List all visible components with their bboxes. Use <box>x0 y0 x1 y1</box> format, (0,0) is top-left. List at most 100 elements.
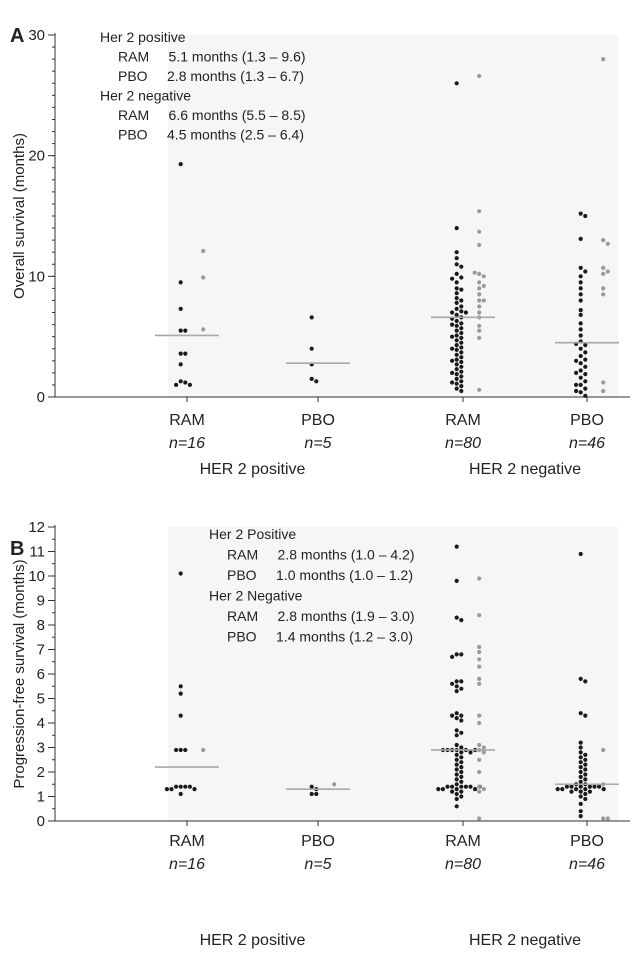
y-tick-label: 12 <box>28 519 45 536</box>
data-point <box>459 750 464 755</box>
data-point <box>450 784 455 789</box>
data-point <box>183 747 188 753</box>
censored-point <box>601 388 606 394</box>
data-point <box>454 772 459 777</box>
category-label: RAM <box>445 412 481 429</box>
data-point <box>578 390 583 395</box>
data-point <box>183 784 188 789</box>
censored-point <box>605 241 610 246</box>
data-point <box>459 364 464 369</box>
data-point <box>459 304 464 309</box>
data-point <box>578 312 583 317</box>
data-point <box>454 544 459 549</box>
censored-point <box>477 310 482 315</box>
data-point <box>450 322 455 327</box>
category-n-label: n=16 <box>169 435 205 452</box>
data-point <box>578 789 583 794</box>
category-n-label: n=80 <box>445 435 481 452</box>
data-point <box>178 379 183 384</box>
data-point <box>583 213 588 219</box>
data-point <box>463 784 468 789</box>
censored-point <box>477 576 482 581</box>
censored-point <box>201 747 206 753</box>
data-point <box>454 791 459 797</box>
category-n-label: n=46 <box>569 856 605 873</box>
data-point <box>454 312 459 317</box>
data-point <box>454 716 459 721</box>
data-point <box>473 787 478 792</box>
data-point <box>574 370 579 375</box>
data-point <box>459 369 464 374</box>
data-point <box>578 745 583 750</box>
data-point <box>578 750 583 755</box>
data-point <box>583 679 588 684</box>
data-point <box>459 765 464 770</box>
data-point <box>578 779 583 784</box>
data-point <box>468 784 473 789</box>
data-point <box>578 368 583 373</box>
data-point <box>578 794 583 799</box>
censored-point <box>477 769 482 775</box>
data-point <box>578 801 583 807</box>
data-point <box>578 298 583 303</box>
data-point <box>459 755 464 760</box>
censored-point <box>477 298 482 303</box>
data-point <box>592 784 597 789</box>
data-point <box>578 382 583 387</box>
data-point <box>578 774 583 780</box>
data-point <box>309 784 314 789</box>
data-point <box>578 765 583 770</box>
y-tick-label: 10 <box>28 568 45 585</box>
data-point <box>459 298 464 303</box>
y-tick-label: 30 <box>28 27 45 44</box>
data-point <box>578 814 583 819</box>
censored-point <box>477 757 482 762</box>
data-point <box>454 615 459 620</box>
y-tick-label: 3 <box>37 740 45 757</box>
data-point <box>454 296 459 301</box>
data-point <box>578 755 583 760</box>
data-point <box>587 789 593 794</box>
data-point <box>178 747 183 753</box>
data-point <box>454 733 459 738</box>
censored-point <box>477 644 482 650</box>
data-point <box>436 787 441 792</box>
data-point <box>459 359 464 365</box>
data-point <box>314 379 319 384</box>
data-point <box>454 362 459 367</box>
data-point <box>183 351 188 356</box>
data-point <box>454 318 459 324</box>
data-point <box>578 308 583 313</box>
data-point <box>459 350 464 355</box>
data-point <box>583 772 588 777</box>
censored-point <box>605 816 610 821</box>
annotation-line: RAM 6.6 months (5.5 – 8.5) <box>118 107 306 123</box>
data-point <box>454 343 459 348</box>
data-point <box>454 376 459 381</box>
y-axis-label: Progression-free survival (months) <box>11 559 28 788</box>
data-point <box>564 784 570 789</box>
censored-point <box>477 209 482 214</box>
category-n-label: n=5 <box>304 856 331 873</box>
data-point <box>583 343 588 348</box>
data-point <box>454 679 459 684</box>
data-point <box>450 310 455 315</box>
data-point <box>578 760 583 765</box>
data-point <box>454 352 459 357</box>
data-point <box>459 330 464 336</box>
censored-point <box>332 782 337 787</box>
y-tick-label: 0 <box>37 813 45 830</box>
data-point <box>578 321 583 326</box>
data-point <box>187 382 192 387</box>
group-label: HER 2 positive <box>200 932 306 949</box>
censored-point <box>477 271 482 276</box>
censored-point <box>477 784 482 789</box>
censored-point <box>477 649 482 655</box>
data-point <box>468 750 473 755</box>
censored-point <box>472 270 477 275</box>
data-point <box>454 328 459 333</box>
censored-point <box>605 269 610 274</box>
data-point <box>454 333 459 338</box>
data-point <box>174 784 179 789</box>
